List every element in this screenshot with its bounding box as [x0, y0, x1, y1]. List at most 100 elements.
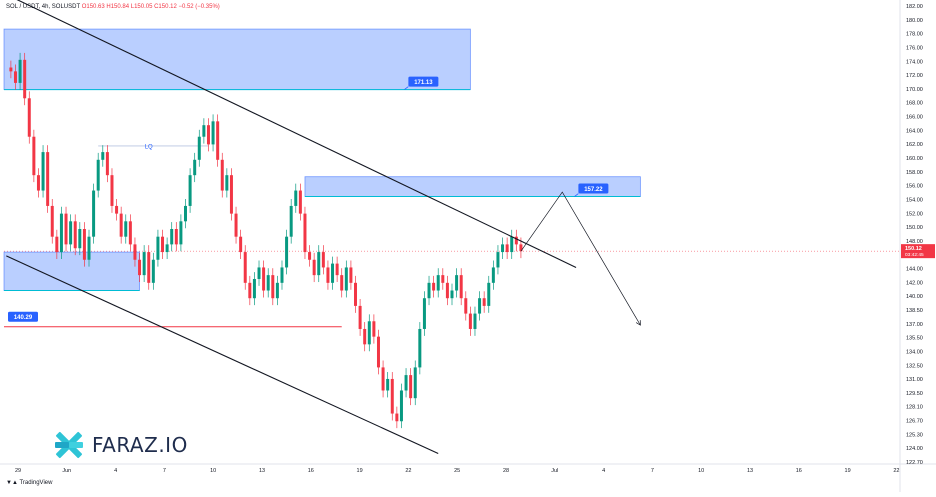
x-tick-label: 13	[259, 468, 265, 474]
y-tick-label: 137.00	[906, 322, 923, 328]
y-tick-label: 154.00	[906, 197, 923, 203]
candle-body	[381, 367, 385, 391]
x-tick-label: 16	[796, 468, 802, 474]
candle-body	[170, 229, 174, 245]
candle-body	[280, 267, 284, 283]
channel-lower-line	[6, 255, 439, 455]
candle-body	[174, 229, 178, 245]
candle-body	[266, 275, 270, 291]
candle-body	[395, 413, 399, 422]
y-tick-label: 135.50	[906, 336, 923, 342]
y-tick-label: 138.50	[906, 308, 923, 314]
candle-body	[161, 236, 165, 253]
candle-body	[390, 378, 394, 414]
y-tick-label: 152.00	[906, 211, 923, 217]
candle-body	[344, 267, 348, 291]
candle-body	[422, 298, 426, 329]
candle-body	[487, 282, 491, 306]
liquidity-label: LQ	[145, 144, 153, 150]
candle-body	[436, 275, 440, 291]
y-tick-label: 148.00	[906, 239, 923, 245]
y-tick-label: 131.00	[906, 377, 923, 383]
y-tick-label: 170.00	[906, 87, 923, 93]
candle-body	[151, 259, 155, 283]
candle-body	[376, 336, 380, 368]
candle-body	[459, 275, 463, 299]
candle-body	[464, 298, 468, 314]
forecast-arrowhead	[635, 320, 641, 326]
candle-body	[354, 282, 358, 306]
y-tick-label: 142.00	[906, 280, 923, 286]
candle-body	[64, 213, 68, 245]
x-tick-label: 28	[503, 468, 509, 474]
x-tick-label: 19	[845, 468, 851, 474]
candle-body	[321, 252, 325, 268]
y-tick-label: 164.00	[906, 128, 923, 134]
candle-body	[349, 267, 353, 283]
faraz-logo: FARAZ.IO	[52, 428, 188, 462]
candle-body	[450, 290, 454, 299]
candle-body	[317, 252, 321, 276]
candle-body	[271, 275, 275, 299]
candle-body	[119, 213, 123, 237]
y-tick-label: 129.50	[906, 391, 923, 397]
candle-body	[225, 175, 229, 191]
candle-body	[46, 152, 50, 206]
y-tick-label: 162.00	[906, 142, 923, 148]
tradingview-icon: ▼▲	[6, 480, 20, 486]
tradingview-label: TradingView	[19, 480, 53, 486]
current-price-label: 150.12	[905, 246, 922, 252]
candle-body	[399, 390, 403, 422]
candle-body	[73, 221, 77, 249]
candle-body	[18, 59, 22, 83]
candle-body	[358, 305, 362, 329]
y-tick-label: 134.00	[906, 349, 923, 355]
candle-body	[23, 59, 27, 99]
candle-body	[445, 282, 449, 299]
price-axis[interactable]: 182.00 180.00 178.00 176.00 174.00 172.00 170.…	[901, 4, 935, 466]
candle-body	[82, 229, 86, 260]
zone-label-pointer	[404, 86, 409, 90]
candle-body	[183, 205, 187, 222]
x-tick-label: 25	[454, 468, 460, 474]
candle-body	[9, 67, 13, 72]
time-axis[interactable]: 29 Jun 4 7 10 13 16 19 22 25 28 Jul 4 7 10 13 16 19 22	[15, 468, 900, 474]
support-label-box	[8, 311, 38, 322]
candle-body	[165, 244, 169, 253]
candle-body	[96, 159, 100, 191]
x-tick-label: 13	[747, 468, 753, 474]
y-tick-label: 125.30	[906, 432, 923, 438]
candle-body	[188, 175, 192, 206]
y-tick-label: 158.00	[906, 170, 923, 176]
candle-body	[386, 378, 390, 391]
candle-body	[308, 252, 312, 260]
candle-body	[252, 278, 256, 299]
x-tick-label: Jul	[551, 468, 558, 474]
candle-body	[514, 236, 518, 245]
candle-body	[216, 121, 220, 160]
candle-body	[105, 152, 109, 176]
zone-label-pointer	[574, 193, 579, 197]
faraz-logo-text: FARAZ.IO	[92, 433, 188, 457]
candle-body	[234, 213, 238, 237]
candle-body	[326, 267, 330, 283]
y-tick-label: 182.00	[906, 4, 923, 10]
candle-body	[211, 121, 215, 145]
candle-body	[128, 221, 132, 245]
candle-body	[404, 375, 408, 391]
y-tick-label: 180.00	[906, 18, 923, 24]
candle-body	[13, 71, 17, 83]
candle-body	[101, 152, 105, 160]
candle-body	[193, 159, 197, 176]
candle-body	[69, 221, 73, 245]
candle-body	[519, 244, 523, 252]
x-tick-label: 29	[15, 468, 21, 474]
y-tick-label: 166.00	[906, 115, 923, 121]
symbol-label: SOL / USDT, 4h, SOLUSDT	[6, 4, 81, 10]
candle-body	[257, 267, 261, 279]
x-tick-label: 16	[308, 468, 314, 474]
zone-label: 157.22	[584, 187, 603, 193]
candle-body	[156, 236, 160, 260]
